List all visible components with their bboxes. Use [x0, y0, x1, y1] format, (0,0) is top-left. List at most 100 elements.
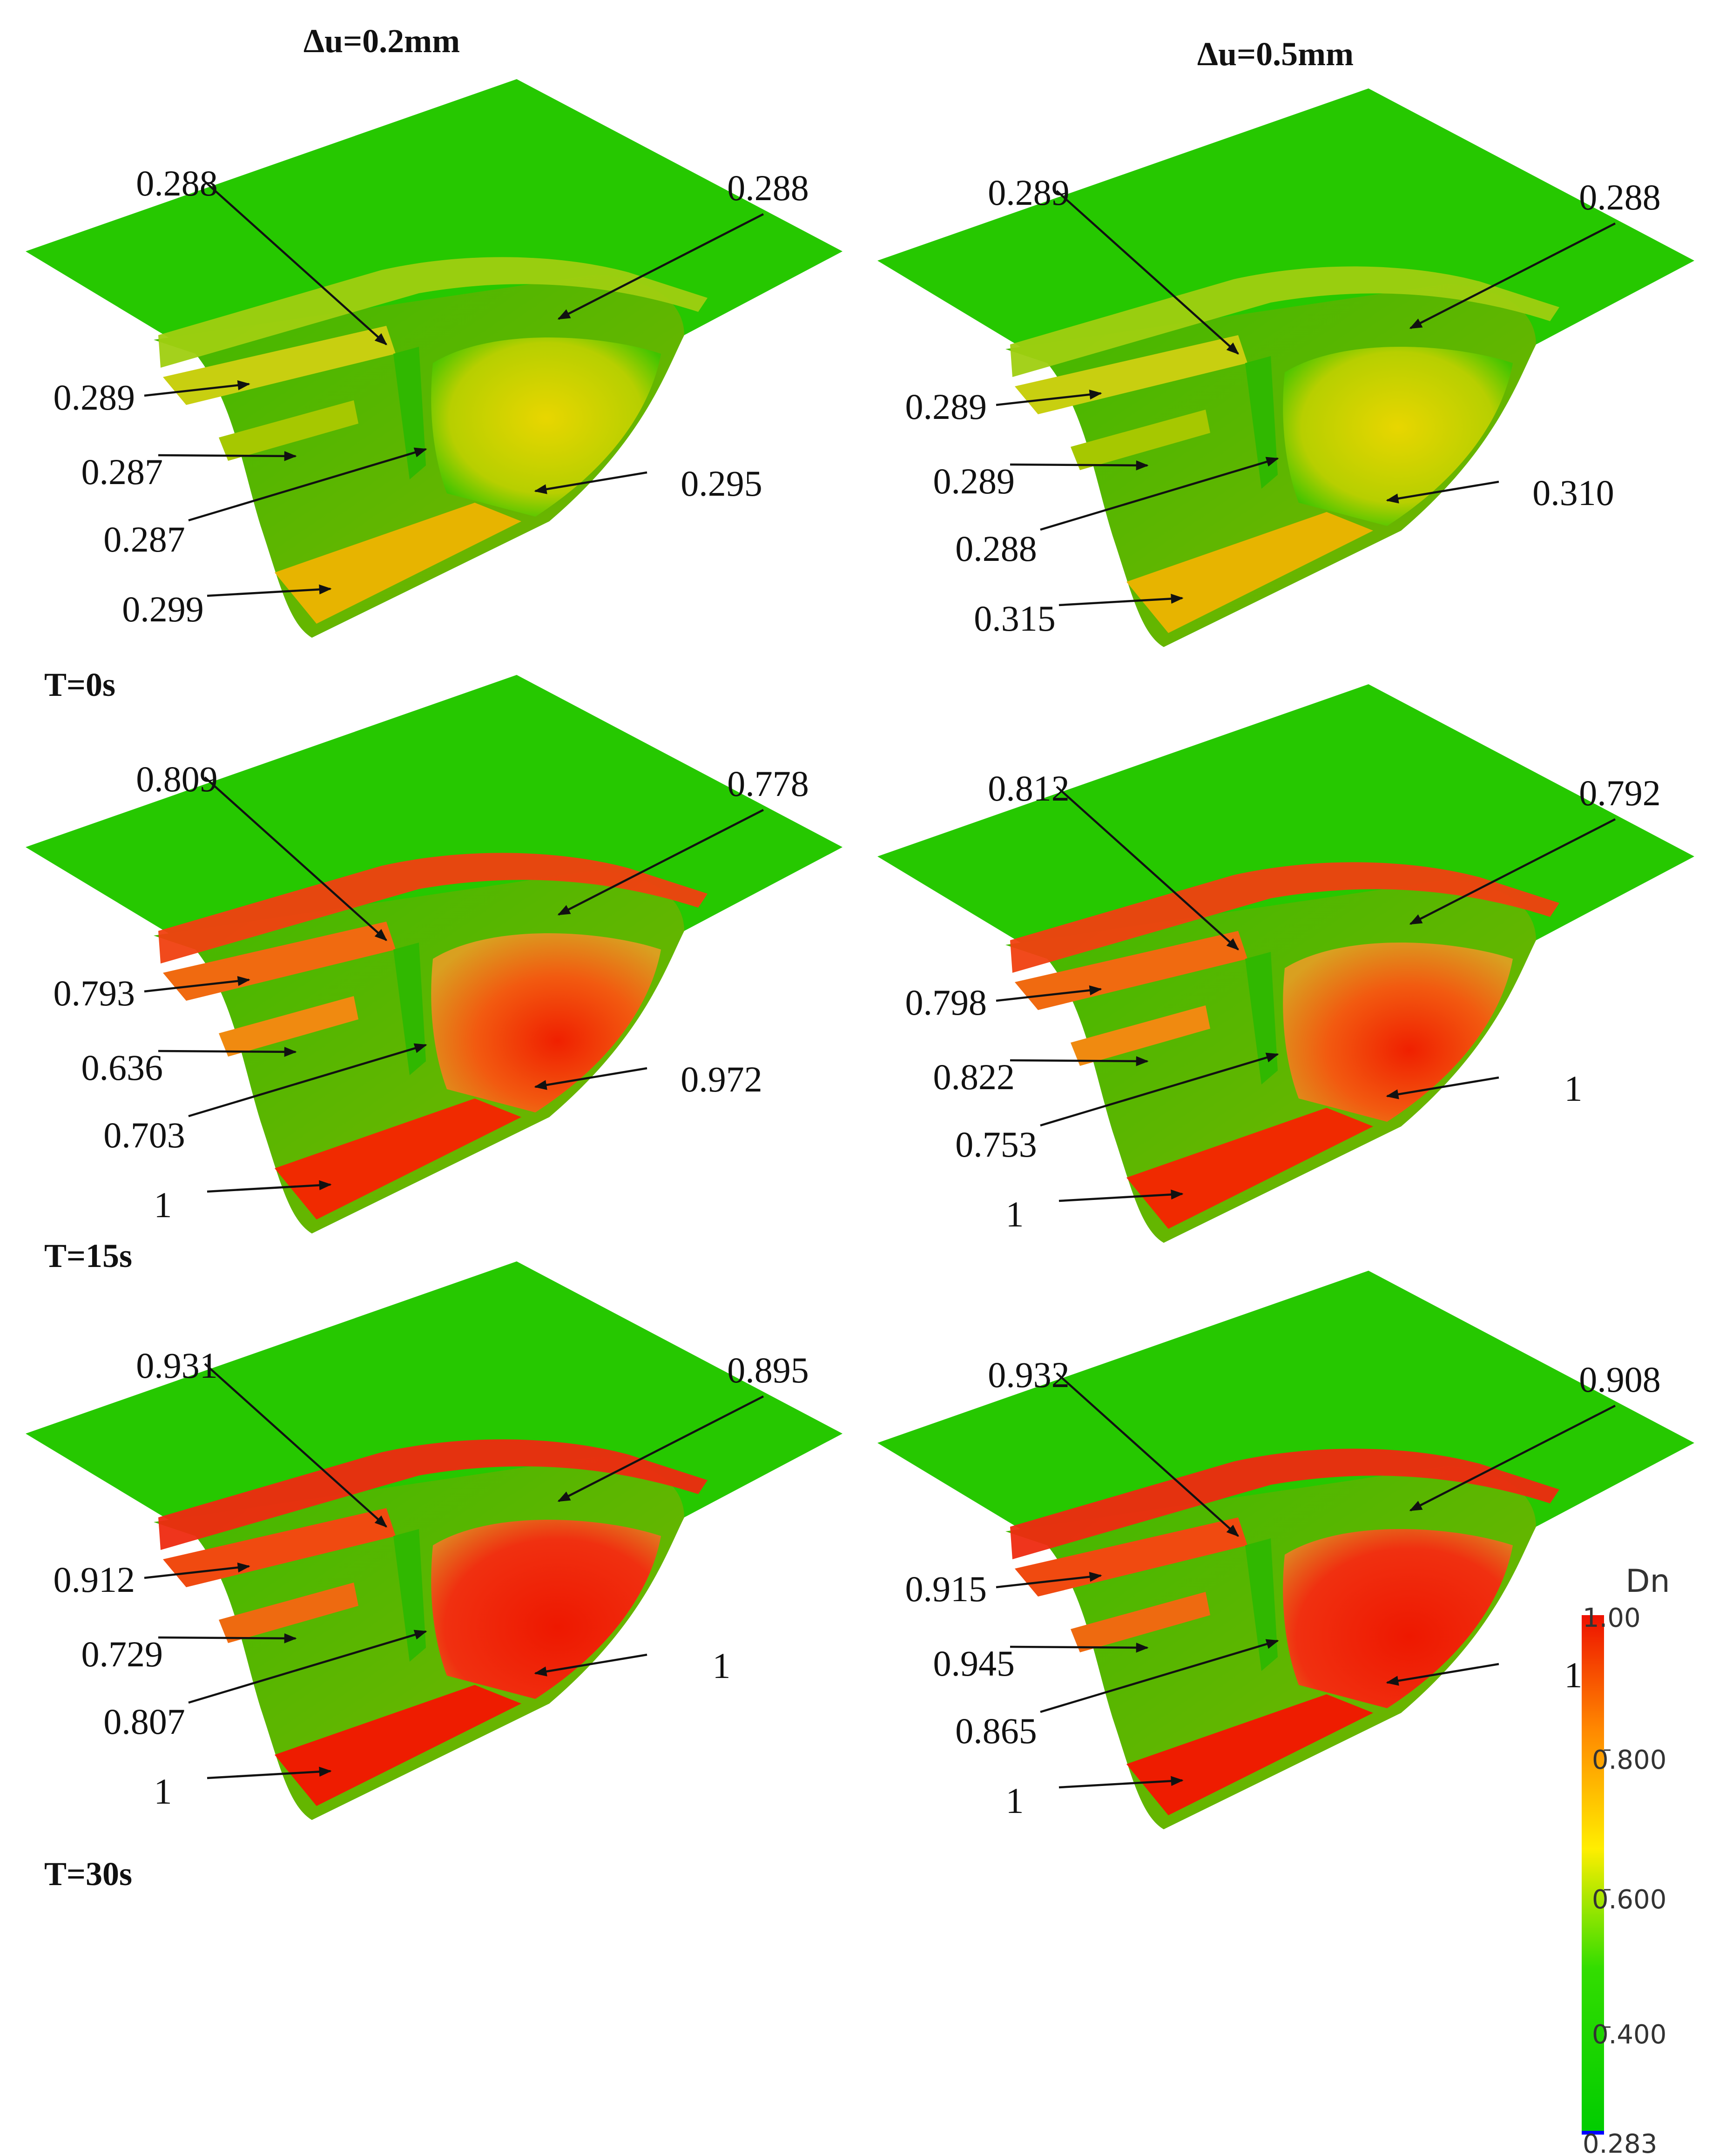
- annotation-label-e: 0.865: [955, 1711, 1037, 1751]
- vertical-rib: [393, 943, 426, 1075]
- annotation-label-b: 0.288: [727, 168, 809, 208]
- annotation-arrow-e: [188, 447, 427, 522]
- column-header-du02: Δu=0.2mm: [303, 22, 460, 60]
- panels-layer: 0.288 0.288 0.289 0.287 0.287 0.295 0.299 0.289…: [26, 79, 1694, 1829]
- annotation-label-e: 0.288: [955, 528, 1037, 569]
- annotation-arrow-d: [1010, 1056, 1149, 1066]
- annotation-label-g: 0.315: [974, 598, 1056, 639]
- annotation-arrow-g: [207, 584, 332, 597]
- annotation-arrow-c: [144, 1562, 250, 1579]
- annotation-label-f: 0.295: [681, 463, 762, 504]
- annotation-label-a: 0.931: [136, 1345, 218, 1386]
- panel-t30_du05: 0.932 0.908 0.915 0.945 0.865 1 1: [877, 1271, 1694, 1829]
- middle-band: [1071, 1005, 1210, 1066]
- annotation-label-f: 1: [1564, 1068, 1583, 1109]
- annotation-arrow-e: [188, 1630, 427, 1704]
- annotation-arrow-c: [996, 985, 1102, 1002]
- annotation-label-b: 0.792: [1579, 773, 1661, 813]
- annotation-label-d: 0.729: [81, 1634, 163, 1674]
- annotation-arrow-f: [534, 471, 647, 494]
- annotation-label-a: 0.288: [136, 163, 218, 203]
- annotation-arrow-d: [158, 1633, 297, 1644]
- middle-band: [219, 400, 358, 461]
- annotation-label-d: 0.822: [933, 1057, 1015, 1097]
- annotation-label-c: 0.289: [905, 386, 987, 427]
- ridge-band: [1010, 266, 1559, 377]
- colorbar-tick-080: 0.800: [1592, 1745, 1666, 1775]
- colorbar-tick-0283: 0.283: [1583, 2129, 1657, 2156]
- upper-band: [163, 1508, 396, 1587]
- annotation-label-d: 0.636: [81, 1047, 163, 1088]
- row-label-t0: T=0s: [44, 666, 115, 703]
- annotation-label-e: 0.703: [103, 1115, 185, 1155]
- annotation-arrow-e: [1040, 1052, 1279, 1127]
- annotation-arrow-a: [204, 776, 388, 941]
- hot-zone: [1283, 943, 1513, 1122]
- middle-band: [219, 996, 358, 1057]
- annotation-label-f: 1: [1564, 1655, 1583, 1695]
- annotation-label-c: 0.289: [54, 377, 135, 418]
- annotation-arrow-c: [144, 380, 250, 397]
- annotation-arrow-g: [207, 1766, 332, 1779]
- panel-t0_du05: 0.289 0.288 0.289 0.289 0.288 0.310 0.315: [877, 88, 1694, 647]
- annotation-arrow-a: [204, 181, 388, 345]
- annotation-arrow-a: [1056, 190, 1240, 355]
- annotation-arrow-c: [996, 389, 1102, 406]
- annotation-arrow-g: [1058, 1776, 1184, 1789]
- annotation-label-b: 0.778: [727, 763, 809, 804]
- annotation-arrow-b: [557, 213, 764, 320]
- middle-band: [1071, 410, 1210, 470]
- annotation-label-f: 1: [713, 1645, 731, 1686]
- vertical-rib: [393, 1529, 426, 1662]
- annotation-label-c: 0.798: [905, 982, 987, 1023]
- ridge-band: [158, 1439, 708, 1550]
- panel-t0_du02: 0.288 0.288 0.289 0.287 0.287 0.295 0.299: [26, 79, 843, 638]
- annotation-arrow-b: [1409, 222, 1616, 330]
- annotation-arrow-f: [1386, 480, 1499, 504]
- colorbar-title: Dn: [1625, 1563, 1670, 1600]
- annotation-arrow-a: [1056, 1372, 1240, 1537]
- bottom-band: [275, 503, 521, 624]
- annotation-label-e: 0.807: [103, 1701, 185, 1742]
- annotation-label-g: 1: [1006, 1194, 1024, 1234]
- bottom-band: [275, 1685, 521, 1806]
- vertical-rib: [1245, 356, 1278, 489]
- hot-zone: [1283, 347, 1513, 526]
- upper-band: [163, 326, 396, 405]
- row-label-t15: T=15s: [44, 1237, 132, 1274]
- middle-band: [1071, 1592, 1210, 1652]
- row-label-t30: T=30s: [44, 1855, 132, 1893]
- colorbar: Dn 1.00 0.800 0.600 0.400 0.283: [1582, 1563, 1670, 2156]
- middle-band: [219, 1583, 358, 1643]
- column-header-du05: Δu=0.5mm: [1197, 35, 1354, 73]
- bottom-band: [1126, 512, 1373, 633]
- annotation-arrow-f: [534, 1067, 647, 1090]
- annotation-label-g: 1: [154, 1771, 172, 1812]
- annotation-label-a: 0.812: [988, 768, 1070, 808]
- ridge-band: [158, 257, 708, 368]
- annotation-arrow-g: [1058, 593, 1184, 606]
- upper-band: [1015, 931, 1247, 1010]
- annotation-label-d: 0.945: [933, 1643, 1015, 1684]
- colorbar-tick-060: 0.600: [1592, 1885, 1666, 1915]
- annotation-arrow-c: [996, 1571, 1102, 1589]
- annotation-arrow-b: [557, 808, 764, 916]
- annotation-arrow-b: [557, 1395, 764, 1502]
- annotation-label-a: 0.809: [136, 759, 218, 799]
- annotation-arrow-d: [158, 451, 297, 461]
- hot-zone: [431, 1520, 661, 1699]
- annotation-arrow-g: [1058, 1189, 1184, 1202]
- bottom-band: [1126, 1108, 1373, 1229]
- annotation-arrow-d: [158, 1047, 297, 1057]
- vertical-rib: [1245, 1538, 1278, 1671]
- annotation-arrow-e: [1040, 1639, 1279, 1713]
- annotation-label-g: 1: [1006, 1780, 1024, 1821]
- vertical-rib: [393, 347, 426, 479]
- annotation-arrow-b: [1409, 1404, 1616, 1512]
- colorbar-tick-040: 0.400: [1592, 2020, 1666, 2050]
- annotation-arrow-f: [1386, 1076, 1499, 1099]
- hot-zone: [431, 337, 661, 517]
- annotation-label-a: 0.932: [988, 1354, 1070, 1395]
